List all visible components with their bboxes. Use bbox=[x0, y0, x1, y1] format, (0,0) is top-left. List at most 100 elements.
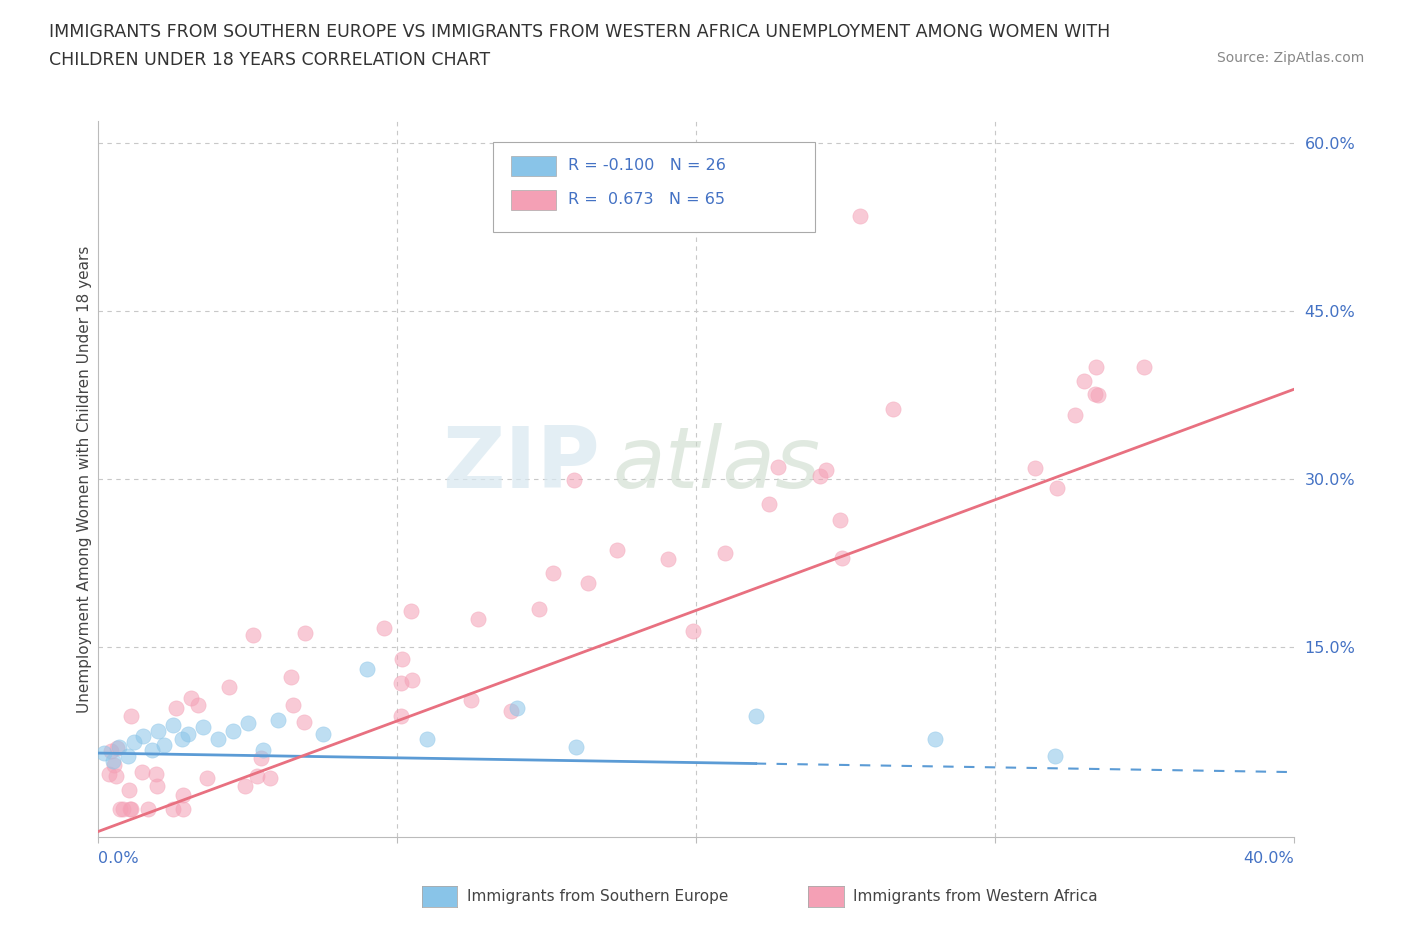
Point bbox=[117, 749, 139, 764]
Y-axis label: Unemployment Among Women with Children Under 18 years: Unemployment Among Women with Children U… bbox=[77, 246, 91, 712]
Point bbox=[576, 575, 599, 590]
Text: R = -0.100   N = 26: R = -0.100 N = 26 bbox=[568, 158, 725, 173]
Point bbox=[252, 742, 274, 757]
Point bbox=[165, 701, 187, 716]
Point bbox=[1087, 388, 1109, 403]
Point bbox=[148, 724, 170, 738]
Point bbox=[100, 744, 122, 759]
Point bbox=[97, 766, 120, 781]
Point bbox=[882, 402, 904, 417]
Point bbox=[399, 604, 422, 618]
Point bbox=[356, 662, 378, 677]
Point bbox=[831, 551, 853, 565]
Text: R =  0.673   N = 65: R = 0.673 N = 65 bbox=[568, 193, 725, 207]
Point bbox=[191, 720, 214, 735]
Point bbox=[242, 628, 264, 643]
Point bbox=[124, 735, 146, 750]
Point bbox=[499, 703, 522, 718]
Point bbox=[849, 208, 872, 223]
Point bbox=[1133, 360, 1156, 375]
Point bbox=[815, 462, 838, 477]
Point bbox=[112, 802, 135, 817]
Point bbox=[373, 621, 395, 636]
Point bbox=[103, 758, 125, 773]
Point bbox=[467, 611, 489, 626]
Point bbox=[541, 565, 564, 580]
Point bbox=[120, 708, 142, 723]
FancyBboxPatch shape bbox=[510, 191, 557, 210]
Point bbox=[808, 469, 831, 484]
Point bbox=[195, 771, 218, 786]
Point bbox=[745, 709, 768, 724]
Point bbox=[389, 675, 412, 690]
Point bbox=[606, 542, 628, 557]
Point bbox=[162, 802, 184, 817]
Point bbox=[108, 802, 131, 817]
Point bbox=[233, 778, 256, 793]
Text: Source: ZipAtlas.com: Source: ZipAtlas.com bbox=[1216, 51, 1364, 65]
Point bbox=[177, 726, 200, 741]
Point bbox=[250, 751, 273, 765]
Text: 40.0%: 40.0% bbox=[1243, 851, 1294, 866]
Point bbox=[104, 768, 127, 783]
Point bbox=[172, 731, 194, 746]
Point bbox=[103, 753, 125, 768]
Point bbox=[267, 712, 290, 727]
Text: atlas: atlas bbox=[612, 423, 820, 506]
Point bbox=[758, 497, 780, 512]
Point bbox=[108, 740, 131, 755]
Point bbox=[389, 709, 412, 724]
FancyBboxPatch shape bbox=[510, 156, 557, 176]
FancyBboxPatch shape bbox=[494, 142, 815, 232]
Point bbox=[766, 459, 789, 474]
Point bbox=[924, 731, 946, 746]
Point bbox=[1064, 407, 1087, 422]
Point bbox=[460, 692, 482, 707]
Text: IMMIGRANTS FROM SOUTHERN EUROPE VS IMMIGRANTS FROM WESTERN AFRICA UNEMPLOYMENT A: IMMIGRANTS FROM SOUTHERN EUROPE VS IMMIG… bbox=[49, 23, 1111, 41]
Point bbox=[1084, 387, 1107, 402]
Text: ZIP: ZIP bbox=[443, 423, 600, 506]
Point bbox=[218, 680, 240, 695]
Point bbox=[830, 512, 852, 527]
Point bbox=[145, 766, 167, 781]
Text: Immigrants from Southern Europe: Immigrants from Southern Europe bbox=[467, 889, 728, 904]
Point bbox=[1085, 360, 1108, 375]
Point bbox=[657, 551, 679, 566]
Point bbox=[1073, 373, 1095, 388]
Point bbox=[207, 731, 229, 746]
Point bbox=[565, 740, 588, 755]
Point bbox=[529, 602, 551, 617]
Point bbox=[141, 742, 163, 757]
Point bbox=[236, 715, 259, 730]
Point bbox=[118, 802, 141, 817]
Point bbox=[1024, 460, 1046, 475]
Point bbox=[172, 788, 194, 803]
Point bbox=[132, 729, 155, 744]
Point bbox=[562, 472, 585, 487]
Point bbox=[118, 782, 141, 797]
Point bbox=[416, 731, 439, 746]
Point bbox=[259, 771, 281, 786]
Point bbox=[180, 691, 202, 706]
Point bbox=[280, 670, 302, 684]
Point bbox=[162, 718, 184, 733]
Point bbox=[153, 737, 176, 752]
Point bbox=[120, 802, 142, 817]
Point bbox=[105, 741, 128, 756]
Point bbox=[283, 698, 305, 712]
Point bbox=[294, 626, 316, 641]
Point bbox=[131, 764, 153, 779]
Point bbox=[136, 802, 159, 817]
Point bbox=[172, 802, 194, 817]
Point bbox=[222, 724, 245, 738]
Point bbox=[714, 546, 737, 561]
Point bbox=[146, 778, 169, 793]
Text: CHILDREN UNDER 18 YEARS CORRELATION CHART: CHILDREN UNDER 18 YEARS CORRELATION CHAR… bbox=[49, 51, 491, 69]
Text: Immigrants from Western Africa: Immigrants from Western Africa bbox=[853, 889, 1098, 904]
Point bbox=[506, 701, 529, 716]
Point bbox=[292, 714, 315, 729]
Text: 0.0%: 0.0% bbox=[98, 851, 139, 866]
Point bbox=[245, 768, 267, 783]
Point bbox=[311, 726, 333, 741]
Point bbox=[1046, 481, 1069, 496]
